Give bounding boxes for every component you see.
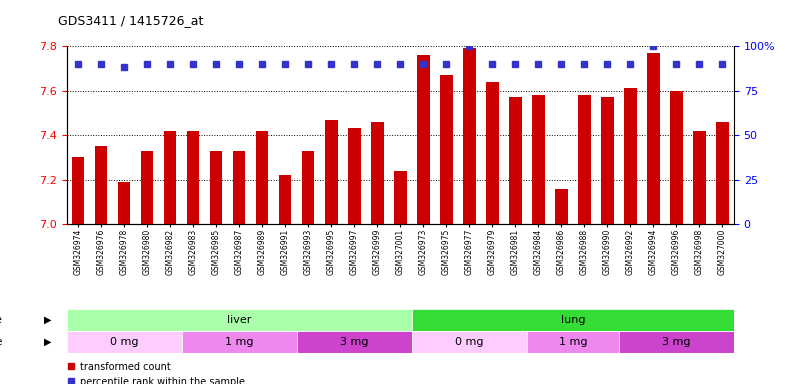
Bar <box>67 331 182 353</box>
Bar <box>394 171 406 224</box>
Bar <box>619 331 734 353</box>
Text: 3 mg: 3 mg <box>662 337 691 347</box>
Bar <box>95 146 107 224</box>
Bar <box>187 131 200 224</box>
Bar <box>601 97 614 224</box>
Text: 3 mg: 3 mg <box>340 337 368 347</box>
Bar <box>578 95 590 224</box>
Bar <box>302 151 315 224</box>
Bar <box>279 175 291 224</box>
Text: dose: dose <box>0 337 6 347</box>
Bar <box>233 151 246 224</box>
Bar <box>463 48 475 224</box>
Bar <box>348 129 361 224</box>
Bar <box>486 82 499 224</box>
Bar <box>670 91 683 224</box>
Text: ▶: ▶ <box>45 337 52 347</box>
Text: 0 mg: 0 mg <box>455 337 483 347</box>
Text: 1 mg: 1 mg <box>225 337 253 347</box>
Bar <box>210 151 222 224</box>
Bar <box>624 88 637 224</box>
Bar <box>509 97 521 224</box>
Bar <box>182 331 297 353</box>
Bar <box>297 331 412 353</box>
Bar <box>255 131 268 224</box>
Bar <box>325 119 337 224</box>
Bar <box>555 189 568 224</box>
Bar <box>527 331 619 353</box>
Bar <box>71 157 84 224</box>
Bar <box>532 95 545 224</box>
Bar <box>412 331 527 353</box>
Bar <box>440 75 453 224</box>
Text: 1 mg: 1 mg <box>559 337 587 347</box>
Text: 0 mg: 0 mg <box>109 337 139 347</box>
Bar <box>693 131 706 224</box>
Bar <box>647 53 659 224</box>
Legend: transformed count, percentile rank within the sample: transformed count, percentile rank withi… <box>63 358 249 384</box>
Text: ▶: ▶ <box>45 315 52 325</box>
Bar <box>141 151 153 224</box>
Text: tissue: tissue <box>0 315 6 325</box>
Text: GDS3411 / 1415726_at: GDS3411 / 1415726_at <box>58 14 204 27</box>
Bar <box>164 131 177 224</box>
Bar <box>417 55 430 224</box>
Bar <box>118 182 131 224</box>
Bar <box>412 309 734 331</box>
Text: lung: lung <box>560 315 585 325</box>
Bar <box>716 122 729 224</box>
Bar <box>371 122 384 224</box>
Bar <box>67 309 412 331</box>
Text: liver: liver <box>227 315 251 325</box>
